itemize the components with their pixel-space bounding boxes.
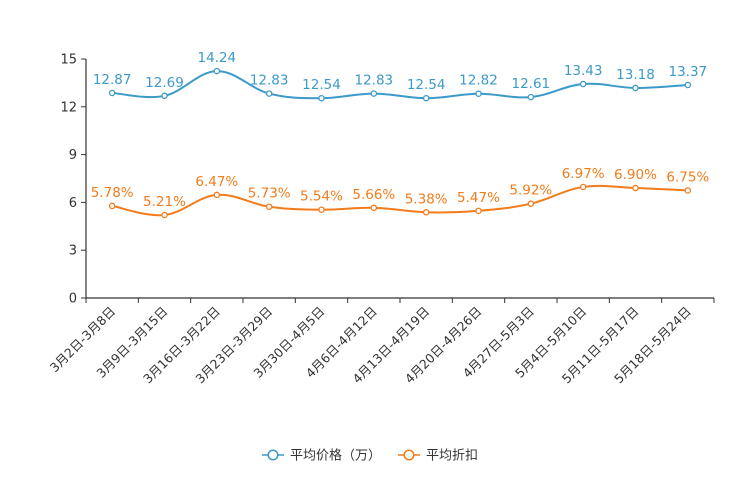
series-line bbox=[112, 70, 688, 100]
y-tick-label: 9 bbox=[69, 148, 77, 163]
data-point[interactable] bbox=[684, 187, 692, 194]
data-point[interactable] bbox=[265, 90, 273, 97]
data-point[interactable] bbox=[579, 183, 587, 191]
data-label: 6.75% bbox=[666, 169, 709, 185]
series-layer: 12.87 12.69 14.24 12.83 12.54 12.83 12.54 12.82… bbox=[91, 50, 709, 219]
data-label: 12.83 bbox=[250, 73, 289, 89]
legend-marker-icon bbox=[267, 449, 279, 461]
data-point[interactable] bbox=[422, 209, 430, 216]
data-label: 5.54% bbox=[300, 189, 343, 205]
data-label: 6.90% bbox=[614, 167, 657, 183]
data-label: 5.78% bbox=[91, 185, 134, 201]
data-label: 12.87 bbox=[93, 72, 132, 88]
legend-item-2[interactable]: 平均折扣 bbox=[398, 449, 478, 464]
data-point[interactable] bbox=[108, 89, 116, 97]
data-point[interactable] bbox=[632, 84, 639, 92]
data-point[interactable] bbox=[108, 202, 116, 210]
data-label: 14.24 bbox=[198, 50, 237, 66]
data-point[interactable] bbox=[684, 81, 692, 89]
data-label: 13.18 bbox=[616, 67, 655, 83]
data-label: 13.37 bbox=[669, 64, 708, 80]
data-label: 5.92% bbox=[509, 183, 552, 199]
data-point[interactable] bbox=[475, 90, 482, 97]
data-point[interactable] bbox=[527, 93, 535, 101]
axes: 036912153月2日-3月8日3月9日-3月15日3月16日-3月22日3月… bbox=[47, 53, 715, 386]
y-tick-label: 0 bbox=[69, 292, 77, 307]
data-label: 5.66% bbox=[352, 187, 395, 203]
data-label: 6.97% bbox=[562, 166, 605, 182]
data-label: 12.82 bbox=[459, 73, 498, 89]
data-label: 12.54 bbox=[302, 77, 341, 93]
data-point[interactable] bbox=[579, 80, 587, 88]
data-label: 5.47% bbox=[457, 190, 500, 206]
data-point[interactable] bbox=[475, 207, 482, 215]
data-label: 5.21% bbox=[143, 194, 186, 210]
data-label: 12.69 bbox=[145, 75, 184, 91]
data-label: 6.47% bbox=[195, 174, 238, 190]
y-tick-label: 3 bbox=[69, 244, 77, 259]
y-tick-label: 12 bbox=[60, 100, 77, 115]
series-line bbox=[111, 184, 688, 217]
data-point[interactable] bbox=[265, 203, 273, 210]
data-label: 13.43 bbox=[564, 63, 603, 79]
legend-marker-icon bbox=[403, 449, 415, 461]
data-point[interactable] bbox=[422, 94, 430, 102]
legend-label: 平均价格（万） bbox=[290, 448, 381, 464]
legend: 平均价格（万） 平均折扣 bbox=[262, 448, 478, 464]
y-tick-label: 6 bbox=[69, 196, 77, 211]
data-point[interactable] bbox=[527, 200, 535, 207]
data-label: 12.54 bbox=[407, 77, 446, 93]
data-point[interactable] bbox=[318, 206, 325, 213]
data-point[interactable] bbox=[213, 67, 221, 75]
data-label: 12.83 bbox=[355, 73, 394, 89]
data-label: 5.38% bbox=[405, 191, 448, 207]
y-tick-label: 15 bbox=[60, 53, 77, 68]
data-label: 12.61 bbox=[512, 76, 551, 92]
data-label: 5.73% bbox=[248, 186, 291, 202]
legend-item-1[interactable]: 平均价格（万） bbox=[262, 448, 381, 464]
data-point[interactable] bbox=[632, 184, 639, 192]
data-point[interactable] bbox=[161, 92, 168, 100]
data-point[interactable] bbox=[161, 211, 168, 219]
series-2: 5.78% 5.21% 6.47% 5.73% 5.54% 5.66% 5.38% 5.47%… bbox=[91, 166, 709, 219]
legend-label: 平均折扣 bbox=[426, 449, 478, 464]
data-point[interactable] bbox=[370, 204, 378, 212]
data-point[interactable] bbox=[213, 191, 221, 199]
data-point[interactable] bbox=[318, 94, 325, 102]
data-point[interactable] bbox=[370, 90, 378, 97]
series-1: 12.87 12.69 14.24 12.83 12.54 12.83 12.54 12.82… bbox=[93, 50, 708, 102]
